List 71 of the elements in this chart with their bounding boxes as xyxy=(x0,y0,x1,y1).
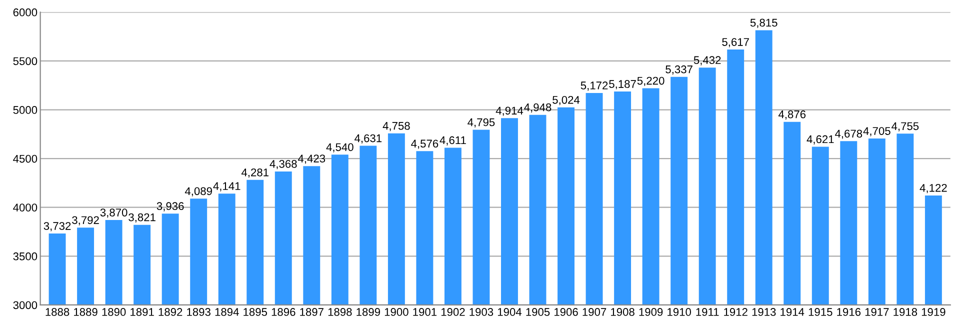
x-tick-label: 1893 xyxy=(187,308,210,316)
y-tick-label: 6000 xyxy=(13,8,38,16)
x-tick-label: 1892 xyxy=(158,308,182,316)
data-label: 4,141 xyxy=(213,182,240,192)
x-tick-label: 1895 xyxy=(244,308,268,316)
data-label: 4,876 xyxy=(778,110,806,120)
x-tick-label: 1907 xyxy=(582,308,606,316)
data-label: 5,815 xyxy=(750,18,778,28)
data-label: 4,576 xyxy=(411,140,438,149)
x-tick-label: 1915 xyxy=(808,308,832,316)
data-label: 3,821 xyxy=(128,213,156,223)
data-label: 4,914 xyxy=(496,106,524,116)
x-tick-label: 1913 xyxy=(752,308,776,316)
y-tick-label: 5500 xyxy=(13,57,38,66)
x-tick-label: 1917 xyxy=(865,308,889,316)
data-label: 3,870 xyxy=(100,208,128,218)
x-tick-label: 1914 xyxy=(780,308,804,316)
x-tick-label: 1909 xyxy=(639,308,663,316)
x-tick-label: 1905 xyxy=(526,308,550,316)
data-label: 4,122 xyxy=(920,184,947,194)
x-tick-label: 1896 xyxy=(272,308,296,316)
data-label: 4,705 xyxy=(863,127,890,136)
y-tick-label: 3500 xyxy=(13,252,38,260)
x-tick-label: 1916 xyxy=(837,308,861,316)
data-label: 5,187 xyxy=(609,80,636,90)
data-label: 3,792 xyxy=(72,216,99,226)
x-tick-label: 1903 xyxy=(470,308,494,316)
x-tick-label: 1910 xyxy=(668,308,691,316)
data-label: 5,432 xyxy=(694,56,721,66)
data-label: 4,631 xyxy=(354,134,382,144)
data-label: 4,281 xyxy=(241,168,268,178)
x-tick-label: 1898 xyxy=(328,308,352,316)
x-tick-label: 1904 xyxy=(498,308,522,316)
x-tick-label: 1889 xyxy=(74,308,98,316)
x-tick-label: 1912 xyxy=(724,308,748,316)
data-label: 4,089 xyxy=(184,187,212,196)
data-label: 5,337 xyxy=(666,65,692,75)
x-tick-label: 1901 xyxy=(413,308,437,316)
x-tick-label: 1919 xyxy=(922,308,946,316)
data-label: 4,758 xyxy=(382,122,410,132)
x-tick-label: 1890 xyxy=(102,308,126,316)
data-label: 3,732 xyxy=(44,222,71,232)
data-label: 4,611 xyxy=(440,136,466,146)
data-label: 4,678 xyxy=(835,130,862,139)
y-tick-label: 3000 xyxy=(13,301,38,310)
data-label: 4,540 xyxy=(326,143,354,152)
data-label: 4,755 xyxy=(892,122,919,132)
data-label: 5,220 xyxy=(637,76,664,86)
x-tick-label: 1911 xyxy=(696,308,719,316)
data-label: 5,172 xyxy=(580,82,608,91)
x-tick-label: 1899 xyxy=(356,308,380,316)
y-tick-label: 5000 xyxy=(13,106,38,114)
x-tick-label: 1902 xyxy=(441,308,465,316)
y-tick-label: 4500 xyxy=(13,154,38,163)
x-tick-label: 1897 xyxy=(300,308,324,316)
data-label: 3,936 xyxy=(156,202,184,212)
data-label: 4,948 xyxy=(524,103,552,113)
data-label: 4,368 xyxy=(270,160,297,170)
data-label: 4,621 xyxy=(806,135,834,144)
data-label: 4,423 xyxy=(298,154,326,164)
x-tick-label: 1908 xyxy=(611,308,634,316)
data-label: 4,795 xyxy=(468,118,495,128)
data-label: 5,617 xyxy=(722,38,749,48)
data-label: 5,024 xyxy=(552,96,580,106)
x-tick-label: 1918 xyxy=(894,308,918,316)
x-tick-label: 1888 xyxy=(46,308,70,316)
x-tick-label: 1891 xyxy=(130,308,154,316)
x-tick-label: 1900 xyxy=(384,308,408,316)
x-tick-label: 1906 xyxy=(554,308,578,316)
x-tick-label: 1894 xyxy=(215,308,239,316)
y-tick-label: 4000 xyxy=(13,204,38,212)
